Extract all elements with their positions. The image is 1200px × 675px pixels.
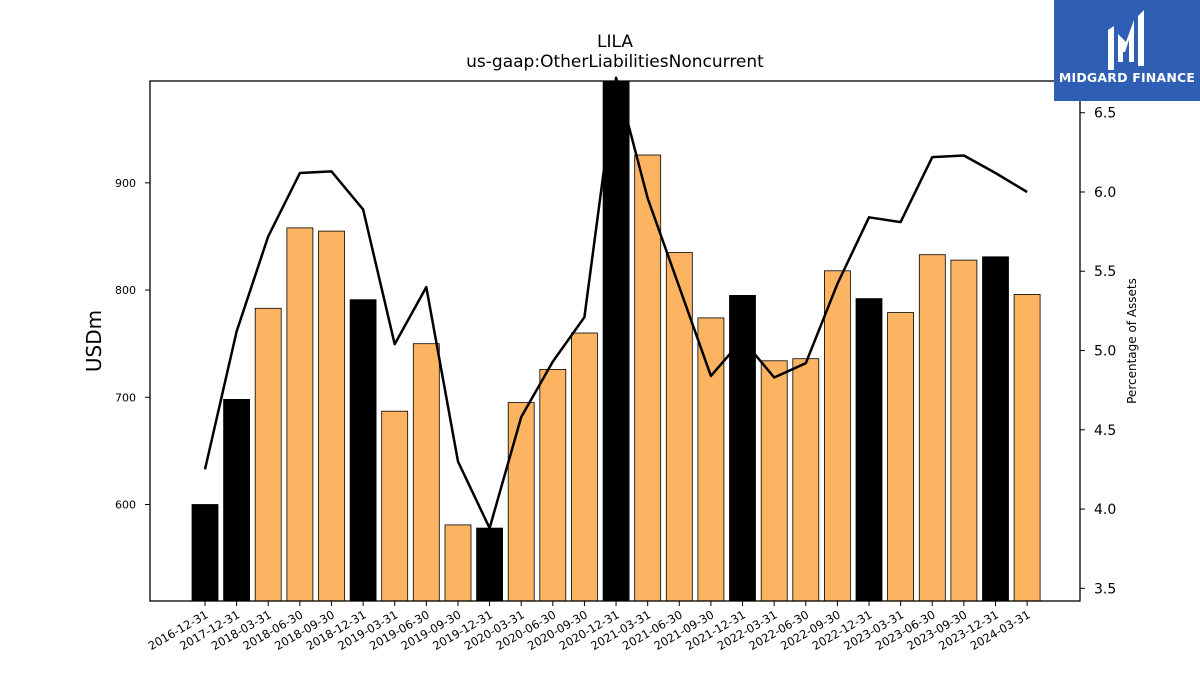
bar-2019-03-31 [381,410,409,602]
bar-2023-06-30 [918,254,946,602]
bar-2021-09-30 [697,317,725,602]
bar-2020-09-30 [571,332,598,602]
bar-2020-03-31 [507,402,535,602]
bar-2022-03-31 [760,360,788,602]
chart-subtitle: us-gaap:OtherLiabilitiesNoncurrent [466,52,764,72]
y-axis-right-label: Percentage of Assets [1125,278,1139,404]
y-axis-label: USDm [82,310,106,372]
y-right-tick-label: 6.5 [1094,106,1116,122]
y-right-tick-label: 5.0 [1094,344,1116,360]
left-axis: 600 700 800 900 [115,177,150,512]
bar-2021-03-31 [634,154,662,602]
plot-frame [149,80,1081,602]
bars-layer [191,80,1041,602]
x-axis: 2016-12-312017-12-312018-03-312018-06-30… [146,601,1033,653]
bar-2018-12-31 [349,299,377,602]
bar-2019-12-31 [476,527,504,602]
midgard-finance-logo: MIDGARD FINANCE [1054,0,1200,101]
y-right-tick-label: 4.0 [1094,502,1116,518]
percentage-line [203,76,1028,530]
bar-2019-06-30 [412,343,440,602]
bar-2020-12-31 [602,80,630,602]
bar-2022-09-30 [824,270,851,602]
logo-text: MIDGARD FINANCE [1058,70,1196,85]
bar-2024-03-31 [1013,293,1041,602]
y-tick-label: 900 [115,177,136,190]
bar-2019-09-30 [444,524,472,602]
bar-2018-06-30 [286,227,314,602]
y-tick-label: 800 [115,284,136,297]
bar-2018-09-30 [318,230,345,602]
bar-2023-09-30 [950,259,978,602]
y-tick-label: 600 [115,499,136,512]
right-axis: 3.5 4.0 4.5 5.0 5.5 6.0 6.5 [1080,106,1116,597]
bar-2020-06-30 [539,368,567,602]
bar-2022-06-30 [792,358,820,602]
bar-2022-12-31 [855,298,883,602]
bar-2017-12-31 [223,398,251,602]
bar-2023-03-31 [887,312,914,602]
y-right-tick-label: 4.5 [1094,423,1116,439]
bar-2018-03-31 [254,307,282,602]
y-right-tick-label: 3.5 [1094,581,1116,597]
bar-2021-12-31 [729,294,756,602]
chart-title: LILA [597,32,633,52]
y-tick-label: 700 [115,391,136,404]
y-right-tick-label: 6.0 [1094,185,1116,201]
y-right-tick-label: 5.5 [1094,264,1116,280]
line-layer [203,76,1028,530]
bar-2016-12-31 [191,504,219,602]
bar-2021-06-30 [665,252,693,602]
bar-2023-12-31 [982,256,1009,602]
midgard-logo-icon [1108,10,1144,70]
